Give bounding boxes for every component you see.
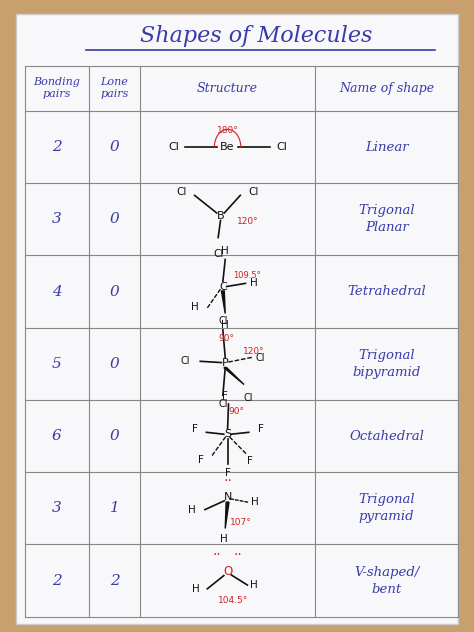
Text: Trigonal
pyramid: Trigonal pyramid [358,494,415,523]
Text: Cl: Cl [248,187,259,197]
Text: ··: ·· [213,548,221,562]
Text: Cl: Cl [218,399,228,409]
Polygon shape [225,502,229,528]
Text: Shapes of Molecules: Shapes of Molecules [140,25,372,47]
Text: F: F [222,391,228,401]
Text: Cl: Cl [256,353,265,363]
Text: F: F [198,455,204,465]
Text: Cl: Cl [243,394,253,403]
Text: 3: 3 [52,212,62,226]
Text: 120°: 120° [243,347,264,356]
Text: Linear: Linear [365,140,409,154]
Text: 6: 6 [52,429,62,443]
Text: H: H [221,246,229,257]
Text: 0: 0 [109,284,119,298]
Text: 90°: 90° [219,334,235,343]
Text: Cl: Cl [176,187,187,197]
Text: S: S [224,429,231,439]
Text: N: N [223,492,232,502]
Text: P: P [222,358,228,368]
Text: Tetrahedral: Tetrahedral [347,285,426,298]
Text: Bonding
pairs: Bonding pairs [33,78,80,99]
Text: H: H [220,533,228,544]
Text: V-shaped/
bent: V-shaped/ bent [354,566,419,595]
Text: H: H [250,278,258,288]
Text: Cl: Cl [276,142,287,152]
Polygon shape [221,291,225,313]
Text: H: H [191,302,199,312]
Text: 3: 3 [52,501,62,515]
Text: B: B [217,211,224,221]
Text: 107°: 107° [230,518,252,526]
Text: O: O [223,565,232,578]
Text: H: H [250,580,258,590]
Text: F: F [258,424,264,434]
Text: 2: 2 [52,140,62,154]
Text: 0: 0 [109,212,119,226]
Text: C: C [219,281,227,291]
Text: Name of shape: Name of shape [339,82,434,95]
Text: Trigonal
bipyramid: Trigonal bipyramid [353,349,421,379]
Text: Structure: Structure [197,82,258,95]
Text: Cl: Cl [213,249,223,259]
Text: Cl: Cl [181,356,190,367]
Text: F: F [191,424,198,434]
Text: 109.5°: 109.5° [234,270,261,280]
Text: 120°: 120° [237,217,259,226]
Text: 2: 2 [109,574,119,588]
Text: 90°: 90° [228,407,244,416]
Text: H: H [251,497,259,507]
Text: H: H [188,504,196,514]
Text: ··: ·· [223,473,232,488]
Text: 0: 0 [109,140,119,154]
Text: Lone
pairs: Lone pairs [100,78,128,99]
Text: 180°: 180° [217,126,238,135]
Text: F: F [225,468,230,478]
Text: F: F [247,456,253,466]
Text: H: H [221,320,229,330]
Text: Trigonal
Planar: Trigonal Planar [358,204,415,234]
Text: 5: 5 [52,357,62,371]
Text: Cl: Cl [218,316,228,326]
Text: 1: 1 [109,501,119,515]
Text: Cl: Cl [168,142,179,152]
FancyBboxPatch shape [16,14,458,624]
Text: ··: ·· [234,548,242,562]
Text: H: H [192,584,200,594]
Text: 2: 2 [52,574,62,588]
Text: 0: 0 [109,429,119,443]
Text: 0: 0 [109,357,119,371]
Text: Octahedral: Octahedral [349,430,424,442]
Polygon shape [224,368,244,385]
Text: Be: Be [220,142,235,152]
Text: 4: 4 [52,284,62,298]
Text: 104.5°: 104.5° [218,595,248,605]
